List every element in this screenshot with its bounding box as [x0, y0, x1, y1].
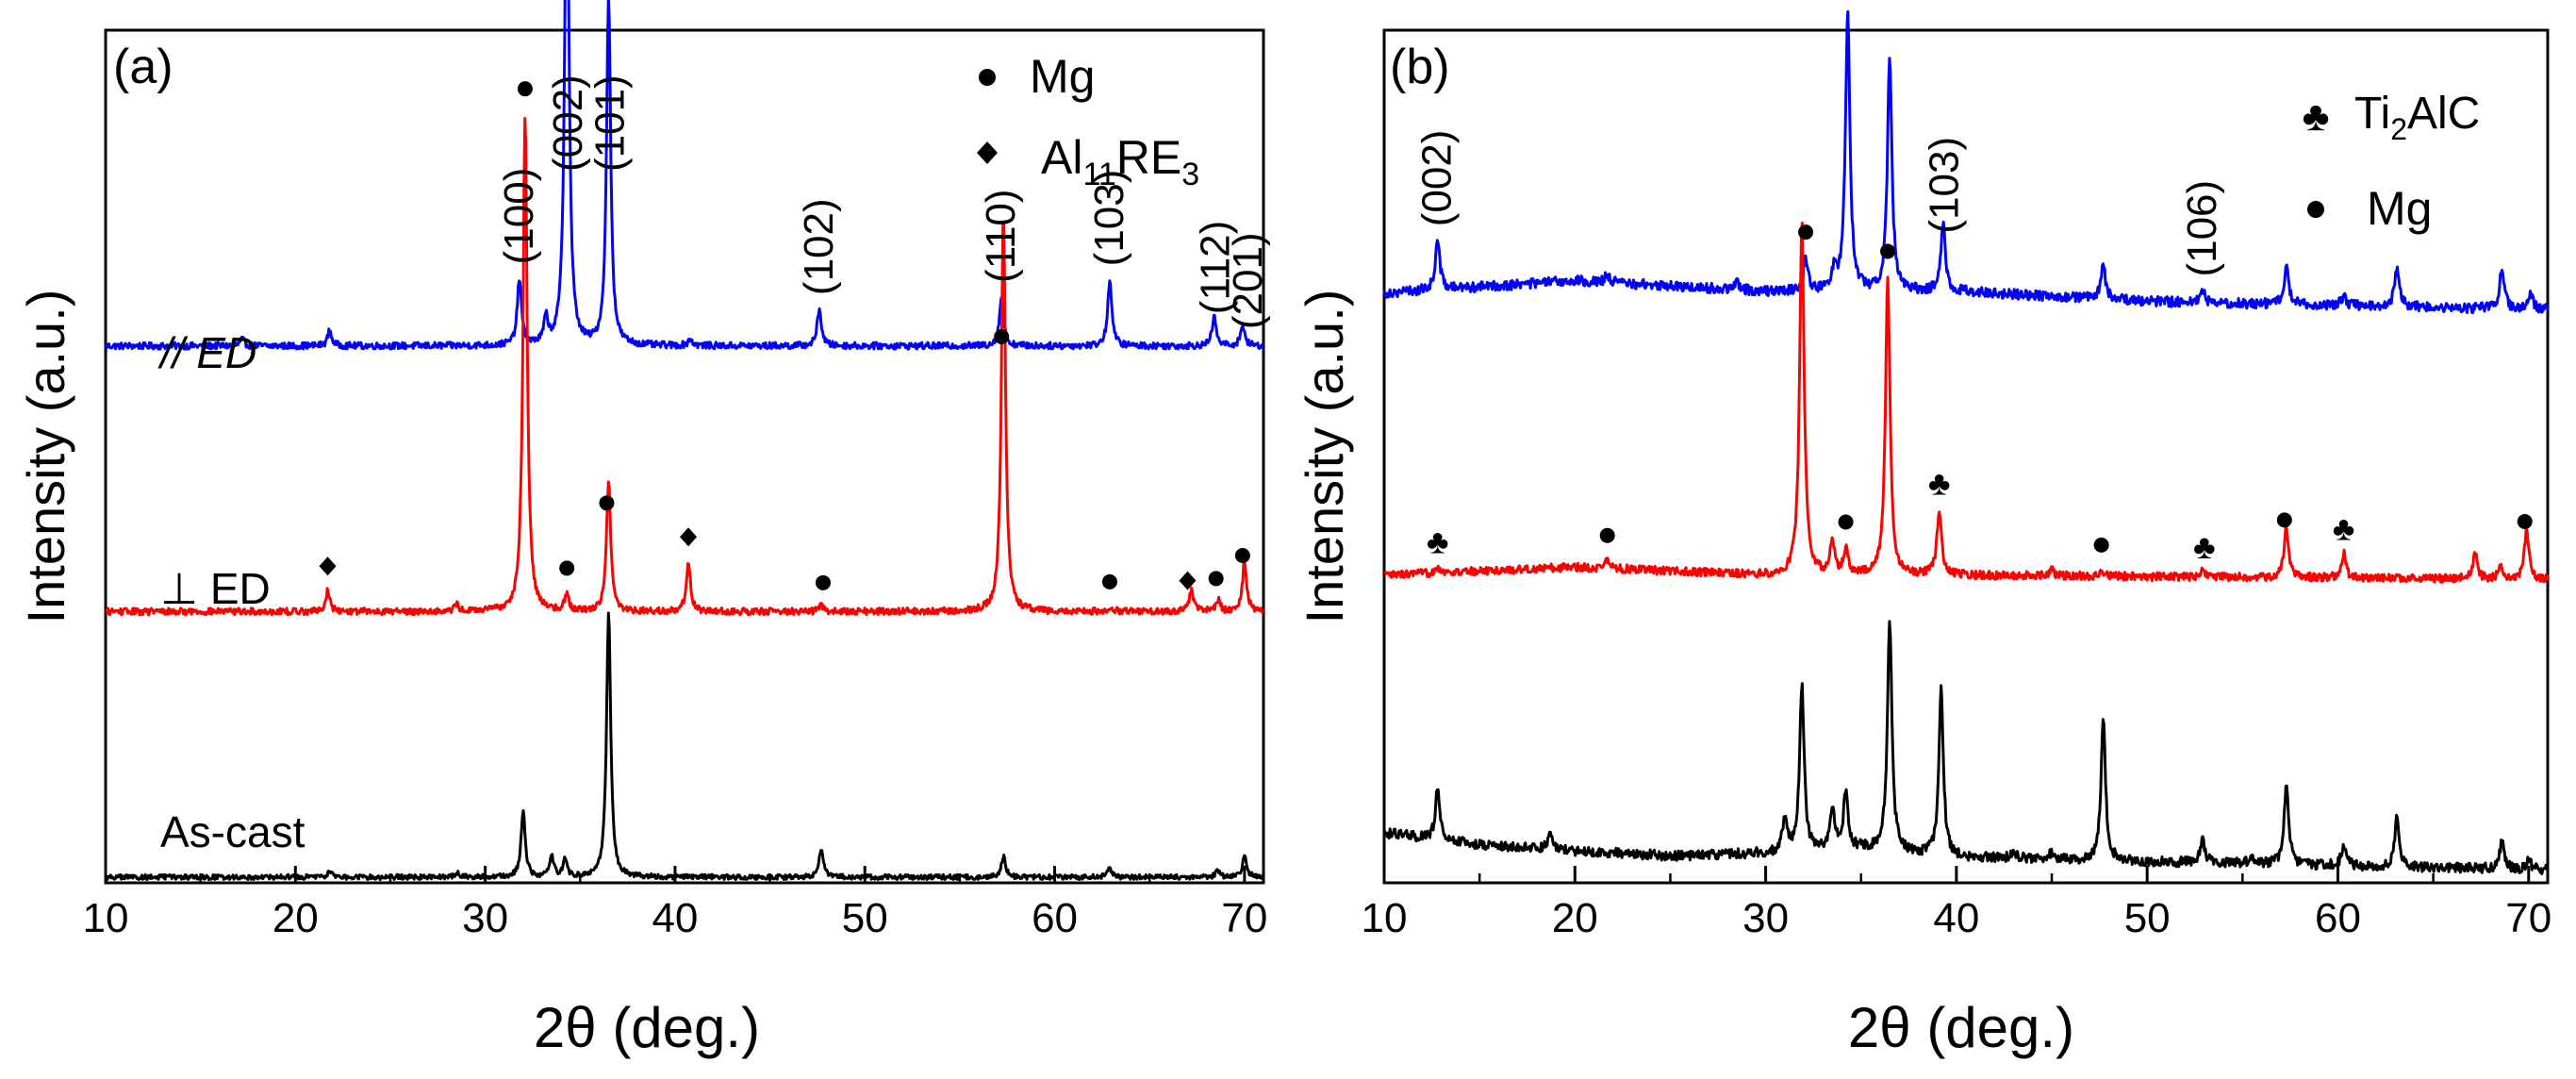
panel-a-peak-labels: (100)(002)(101) (102) (110) (103) (112)(201)	[496, 75, 1271, 329]
panel-a-label: (a)	[113, 40, 173, 94]
series-label-as-cast: As-cast	[160, 807, 305, 856]
x-tick-label-10: 10	[1362, 895, 1408, 941]
panel-a-curves	[104, 0, 1265, 882]
panel-b-frame	[1382, 28, 2550, 885]
diamond-marker-icon	[680, 527, 698, 547]
x-tick-label-60: 60	[2315, 895, 2361, 941]
circle-marker-icon	[1838, 514, 1854, 530]
legend-al11re3-label: Al11RE3	[1041, 131, 1199, 192]
peak-label-106: (106)	[2179, 180, 2225, 277]
x-tick-label-40: 40	[1933, 895, 1979, 941]
x-tick-label-50: 50	[842, 895, 888, 941]
panel-b-y-axis-label: Intensity (a.u.)	[1295, 290, 1354, 624]
club-marker-icon: ♣	[2333, 508, 2355, 547]
legend-mg-label: Mg	[1030, 50, 1095, 103]
circle-marker-icon	[1798, 224, 1814, 241]
x-tick-label-10: 10	[83, 895, 129, 941]
x-tick-label-20: 20	[272, 895, 319, 941]
x-tick-label-70: 70	[2505, 895, 2551, 941]
x-tick-label-60: 60	[1032, 895, 1078, 941]
x-tick-label-40: 40	[652, 895, 698, 941]
x-tick-label-70: 70	[1221, 895, 1267, 941]
series-curve-2	[1382, 620, 2550, 875]
legend-ti2alc-tail: AlC	[2407, 89, 2480, 139]
circle-marker-icon	[1208, 571, 1224, 587]
series-curve-1	[1383, 222, 2550, 584]
legend-mg-circle-icon	[979, 69, 996, 86]
circle-marker-icon	[994, 328, 1010, 344]
legend-mg-label-b: Mg	[2367, 182, 2432, 235]
legend-al11re3-sub: 11	[1082, 157, 1115, 192]
x-tick-label-30: 30	[1742, 895, 1789, 941]
panel-b-peak-labels: (002) (103) (106)	[1414, 130, 2225, 277]
x-tick-label-20: 20	[1552, 895, 1598, 941]
legend-al11re3-sub2: 3	[1181, 157, 1199, 192]
panel-b-x-ticks: 10 20 30 40 50 60 70	[1362, 866, 2551, 941]
peak-label-110: (110)	[978, 189, 1024, 282]
peak-label-002: (002)	[545, 75, 591, 172]
diamond-marker-icon	[1179, 571, 1197, 590]
panel-a-x-ticks: 10 20 30 40 50 60 70	[83, 866, 1267, 941]
series-curve-2	[104, 611, 1265, 882]
panel-b: 10 20 30 40 50 60 70 ♣♣♣ ♣ (002) (103) (106) (b) …	[1295, 9, 2551, 1059]
peak-label-103: (103)	[1086, 170, 1132, 267]
legend-al11re3-tail: RE	[1116, 131, 1181, 184]
circle-marker-icon	[2093, 537, 2109, 553]
x-tick-label-50: 50	[2124, 895, 2171, 941]
peak-label-002: (002)	[1414, 130, 1461, 227]
x-tick-label-30: 30	[462, 895, 508, 941]
legend-club-icon: ♣	[2303, 93, 2330, 140]
peak-label-102: (102)	[796, 198, 842, 295]
panel-b-curves	[1382, 9, 2550, 875]
panel-b-x-axis-label: 2θ (deg.)	[1848, 996, 2074, 1059]
panel-a-frame	[104, 28, 1265, 885]
panel-b-markers: ♣ ♣ ♣ ♣	[1427, 224, 2533, 566]
peak-label-201: (201)	[1225, 232, 1271, 329]
series-label-parallel-ed: // ED	[157, 328, 256, 377]
legend-al11re3-main: Al	[1041, 131, 1082, 184]
series-label-perp-ed: ⊥ ED	[160, 564, 271, 613]
circle-marker-icon	[599, 495, 615, 511]
circle-marker-icon	[1599, 527, 1615, 543]
peak-label-112: (112)	[1193, 221, 1239, 314]
circle-marker-icon	[2276, 512, 2292, 528]
legend-ti2alc-sub: 2	[2390, 112, 2407, 146]
series-curve-1	[105, 117, 1264, 617]
panel-a-x-axis-label: 2θ (deg.)	[534, 996, 760, 1059]
diamond-marker-icon	[319, 556, 337, 576]
legend-ti2alc-label: Ti2AlC	[2354, 89, 2480, 146]
legend-ti2alc-main: Ti	[2354, 89, 2390, 139]
peak-label-101: (101)	[586, 75, 633, 172]
club-marker-icon: ♣	[1928, 464, 1951, 503]
panel-a-legend: Mg Al11RE3	[977, 50, 1199, 192]
circle-marker-icon	[1101, 573, 1117, 589]
panel-b-label: (b)	[1390, 40, 1450, 94]
circle-marker-icon	[559, 560, 575, 576]
panel-a-y-axis-label: Intensity (a.u.)	[16, 290, 75, 624]
circle-marker-icon	[815, 574, 831, 590]
circle-marker-icon	[517, 81, 533, 97]
peak-label-103: (103)	[1922, 137, 1968, 234]
peak-label-100: (100)	[496, 168, 542, 265]
legend-mg-circle-icon-b	[2307, 201, 2324, 218]
panel-b-legend: ♣ Ti2AlC Mg	[2303, 89, 2481, 235]
club-marker-icon: ♣	[2193, 527, 2216, 566]
circle-marker-icon	[1880, 243, 1896, 259]
panel-a: 10 20 30 40 50 60 70 (100)(002)(101) (102) (110)…	[16, 0, 1271, 1059]
series-curve-0	[1382, 9, 2550, 314]
series-curve-0	[104, 0, 1264, 351]
circle-marker-icon	[1234, 547, 1250, 563]
legend-diamond-icon	[977, 141, 998, 164]
club-marker-icon: ♣	[1427, 522, 1449, 560]
panel-a-markers	[319, 81, 1250, 590]
circle-marker-icon	[2517, 514, 2533, 530]
